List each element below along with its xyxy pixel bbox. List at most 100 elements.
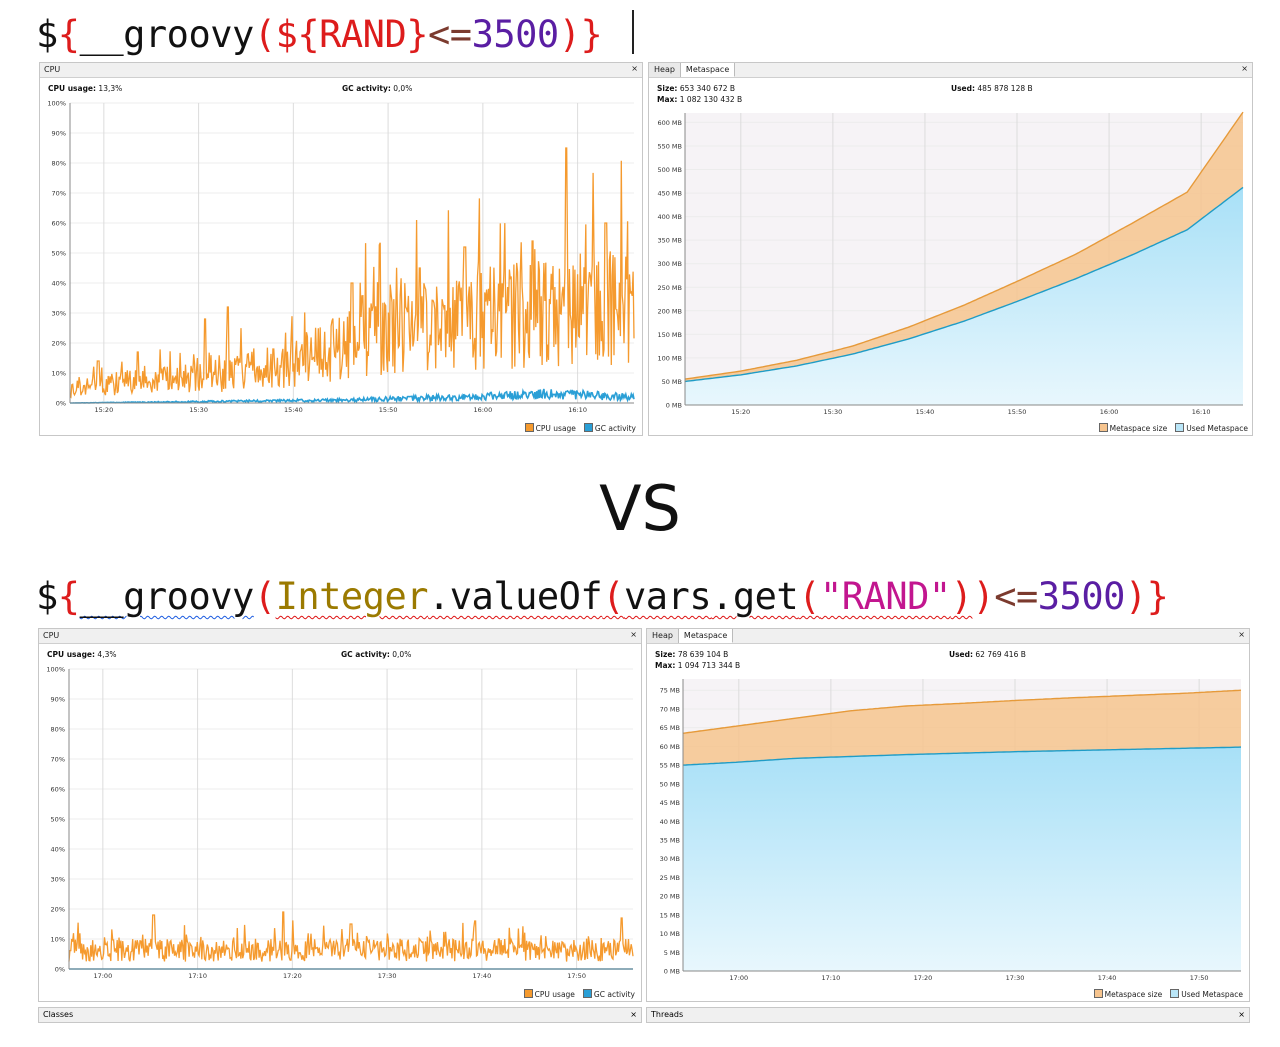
bottom-expression: ${__groovy(Integer.valueOf(vars.get("RAN… — [36, 575, 1169, 618]
y-tick-label: 0% — [55, 966, 65, 974]
y-tick-label: 10% — [51, 936, 65, 944]
x-tick-label: 15:20 — [94, 406, 113, 414]
classes-panel-tab[interactable]: Classes × — [38, 1007, 642, 1023]
code-token: ) — [558, 13, 581, 56]
tab-metaspace[interactable]: Metaspace — [678, 629, 734, 643]
cpu-chart-bottom: 0% 10% 20% 30% 40% 50% 60% 70% 80% 90% 100% 17:00 17… — [46, 666, 634, 980]
y-tick-label: 10% — [52, 370, 66, 378]
x-tick-label: 16:00 — [1100, 408, 1119, 416]
metaspace-panel-top: Heap Metaspace × Size: 653 340 672 B Max… — [648, 62, 1253, 436]
y-tick-label: 600 MB — [657, 119, 682, 127]
y-tick-label: 450 MB — [657, 190, 682, 198]
x-tick-label: 17:10 — [188, 972, 207, 980]
gc-activity-stat: GC activity: 0,0% — [342, 84, 413, 93]
metaspace-panel-bottom: Heap Metaspace × Size: 78 639 104 B Max:… — [646, 628, 1250, 1002]
code-token: { — [57, 13, 80, 56]
metaspace-chart-bottom: 0 MB 5 MB 10 MB 15 MB 20 MB 25 MB 30 MB 35 MB 40… — [660, 679, 1242, 982]
metaspace-chart-top: 0 MB 50 MB 100 MB 150 MB 200 MB 250 MB 300 MB 3… — [657, 111, 1244, 416]
code-token: Integer — [275, 575, 429, 618]
close-icon[interactable]: × — [1238, 1010, 1245, 1019]
code-token: __groovy — [79, 575, 255, 618]
x-tick-label: 15:40 — [284, 406, 303, 414]
y-tick-label: 40 MB — [660, 818, 680, 826]
close-icon[interactable]: × — [1238, 630, 1245, 639]
code-token: .valueOf — [428, 575, 603, 618]
x-tick-label: 17:00 — [729, 974, 748, 982]
y-tick-label: 350 MB — [657, 237, 682, 245]
tab-metaspace[interactable]: Metaspace — [680, 63, 736, 77]
y-tick-label: 400 MB — [657, 213, 682, 221]
y-tick-label: 50 MB — [660, 780, 680, 788]
threads-panel-tab[interactable]: Threads × — [646, 1007, 1250, 1023]
x-tick-label: 17:30 — [378, 972, 397, 980]
x-tick-label: 16:10 — [1192, 408, 1211, 416]
y-tick-label: 75 MB — [660, 687, 680, 695]
code-token: .get — [711, 575, 799, 618]
size-stat: Size: 653 340 672 B — [657, 84, 736, 93]
x-tick-label: 17:20 — [914, 974, 933, 982]
code-token: <= — [994, 575, 1038, 618]
y-tick-label: 90% — [52, 130, 66, 138]
cpu-chart-top: 0% 10% 20% 30% 40% 50% 60% 70% 80% 90% 100% 15:20 15… — [47, 100, 635, 414]
legend-used-metaspace: Used Metaspace — [1175, 423, 1248, 433]
code-token: ( — [253, 13, 276, 56]
legend: CPU usage GC activity — [524, 423, 636, 433]
y-tick-label: 100% — [46, 666, 65, 674]
code-token: ( — [253, 575, 276, 618]
y-tick-label: 15 MB — [660, 911, 680, 919]
text-caret — [632, 10, 634, 54]
close-icon[interactable]: × — [1241, 64, 1248, 73]
code-token: ( — [602, 575, 624, 618]
x-tick-label: 17:30 — [1006, 974, 1025, 982]
code-token: } — [1146, 575, 1169, 618]
cpu-usage-stat: CPU usage: 13,3% — [48, 84, 123, 93]
code-token: ) — [1124, 575, 1147, 618]
x-tick-label: 15:30 — [824, 408, 843, 416]
x-tick-label: 16:10 — [568, 406, 587, 414]
y-tick-label: 50% — [52, 250, 66, 258]
code-token: ${ — [275, 13, 320, 56]
code-token: ) — [972, 575, 995, 618]
size-stat: Size: 78 639 104 B — [655, 650, 729, 659]
x-tick-label: 15:50 — [1008, 408, 1027, 416]
panel-title: CPU — [44, 65, 61, 74]
y-tick-label: 20 MB — [660, 893, 680, 901]
cpu-panel-header: CPU × — [40, 63, 642, 78]
legend-gc: GC activity — [583, 423, 636, 433]
y-tick-label: 300 MB — [657, 260, 682, 268]
x-tick-label: 15:20 — [731, 408, 750, 416]
y-tick-label: 20% — [52, 340, 66, 348]
code-token: $ — [36, 13, 58, 56]
close-icon[interactable]: × — [630, 1010, 637, 1019]
y-tick-label: 70 MB — [660, 705, 680, 713]
legend: Metaspace size Used Metaspace — [1098, 423, 1248, 433]
y-tick-label: 20% — [51, 906, 65, 914]
legend-gc: GC activity — [582, 989, 635, 999]
tab-heap[interactable]: Heap — [649, 63, 681, 77]
x-tick-label: 15:40 — [916, 408, 935, 416]
y-tick-label: 200 MB — [657, 307, 682, 315]
close-icon[interactable]: × — [631, 64, 638, 73]
x-tick-label: 15:30 — [189, 406, 208, 414]
y-tick-label: 40% — [52, 280, 66, 288]
y-tick-label: 65 MB — [660, 724, 680, 732]
code-token: ) — [950, 575, 973, 618]
metaspace-panel-header: Heap Metaspace × — [647, 629, 1249, 644]
close-icon[interactable]: × — [630, 630, 637, 639]
tab-heap[interactable]: Heap — [647, 629, 679, 643]
y-tick-label: 0 MB — [666, 402, 682, 410]
y-tick-label: 50% — [51, 816, 65, 824]
x-tick-label: 17:40 — [472, 972, 491, 980]
y-tick-label: 50 MB — [662, 378, 682, 386]
x-tick-label: 17:20 — [283, 972, 302, 980]
y-tick-label: 30% — [52, 310, 66, 318]
legend: CPU usage GC activity — [523, 989, 635, 999]
cpu-usage-line — [68, 911, 634, 962]
top-expression: ${__groovy(${RAND}<=3500)} — [36, 13, 603, 56]
metaspace-panel-header: Heap Metaspace × — [649, 63, 1252, 78]
y-tick-label: 55 MB — [660, 762, 680, 770]
y-tick-label: 0% — [56, 400, 66, 408]
code-token: RAND — [319, 13, 407, 56]
code-token: 3500 — [471, 13, 560, 56]
code-token: 3500 — [1037, 575, 1126, 618]
